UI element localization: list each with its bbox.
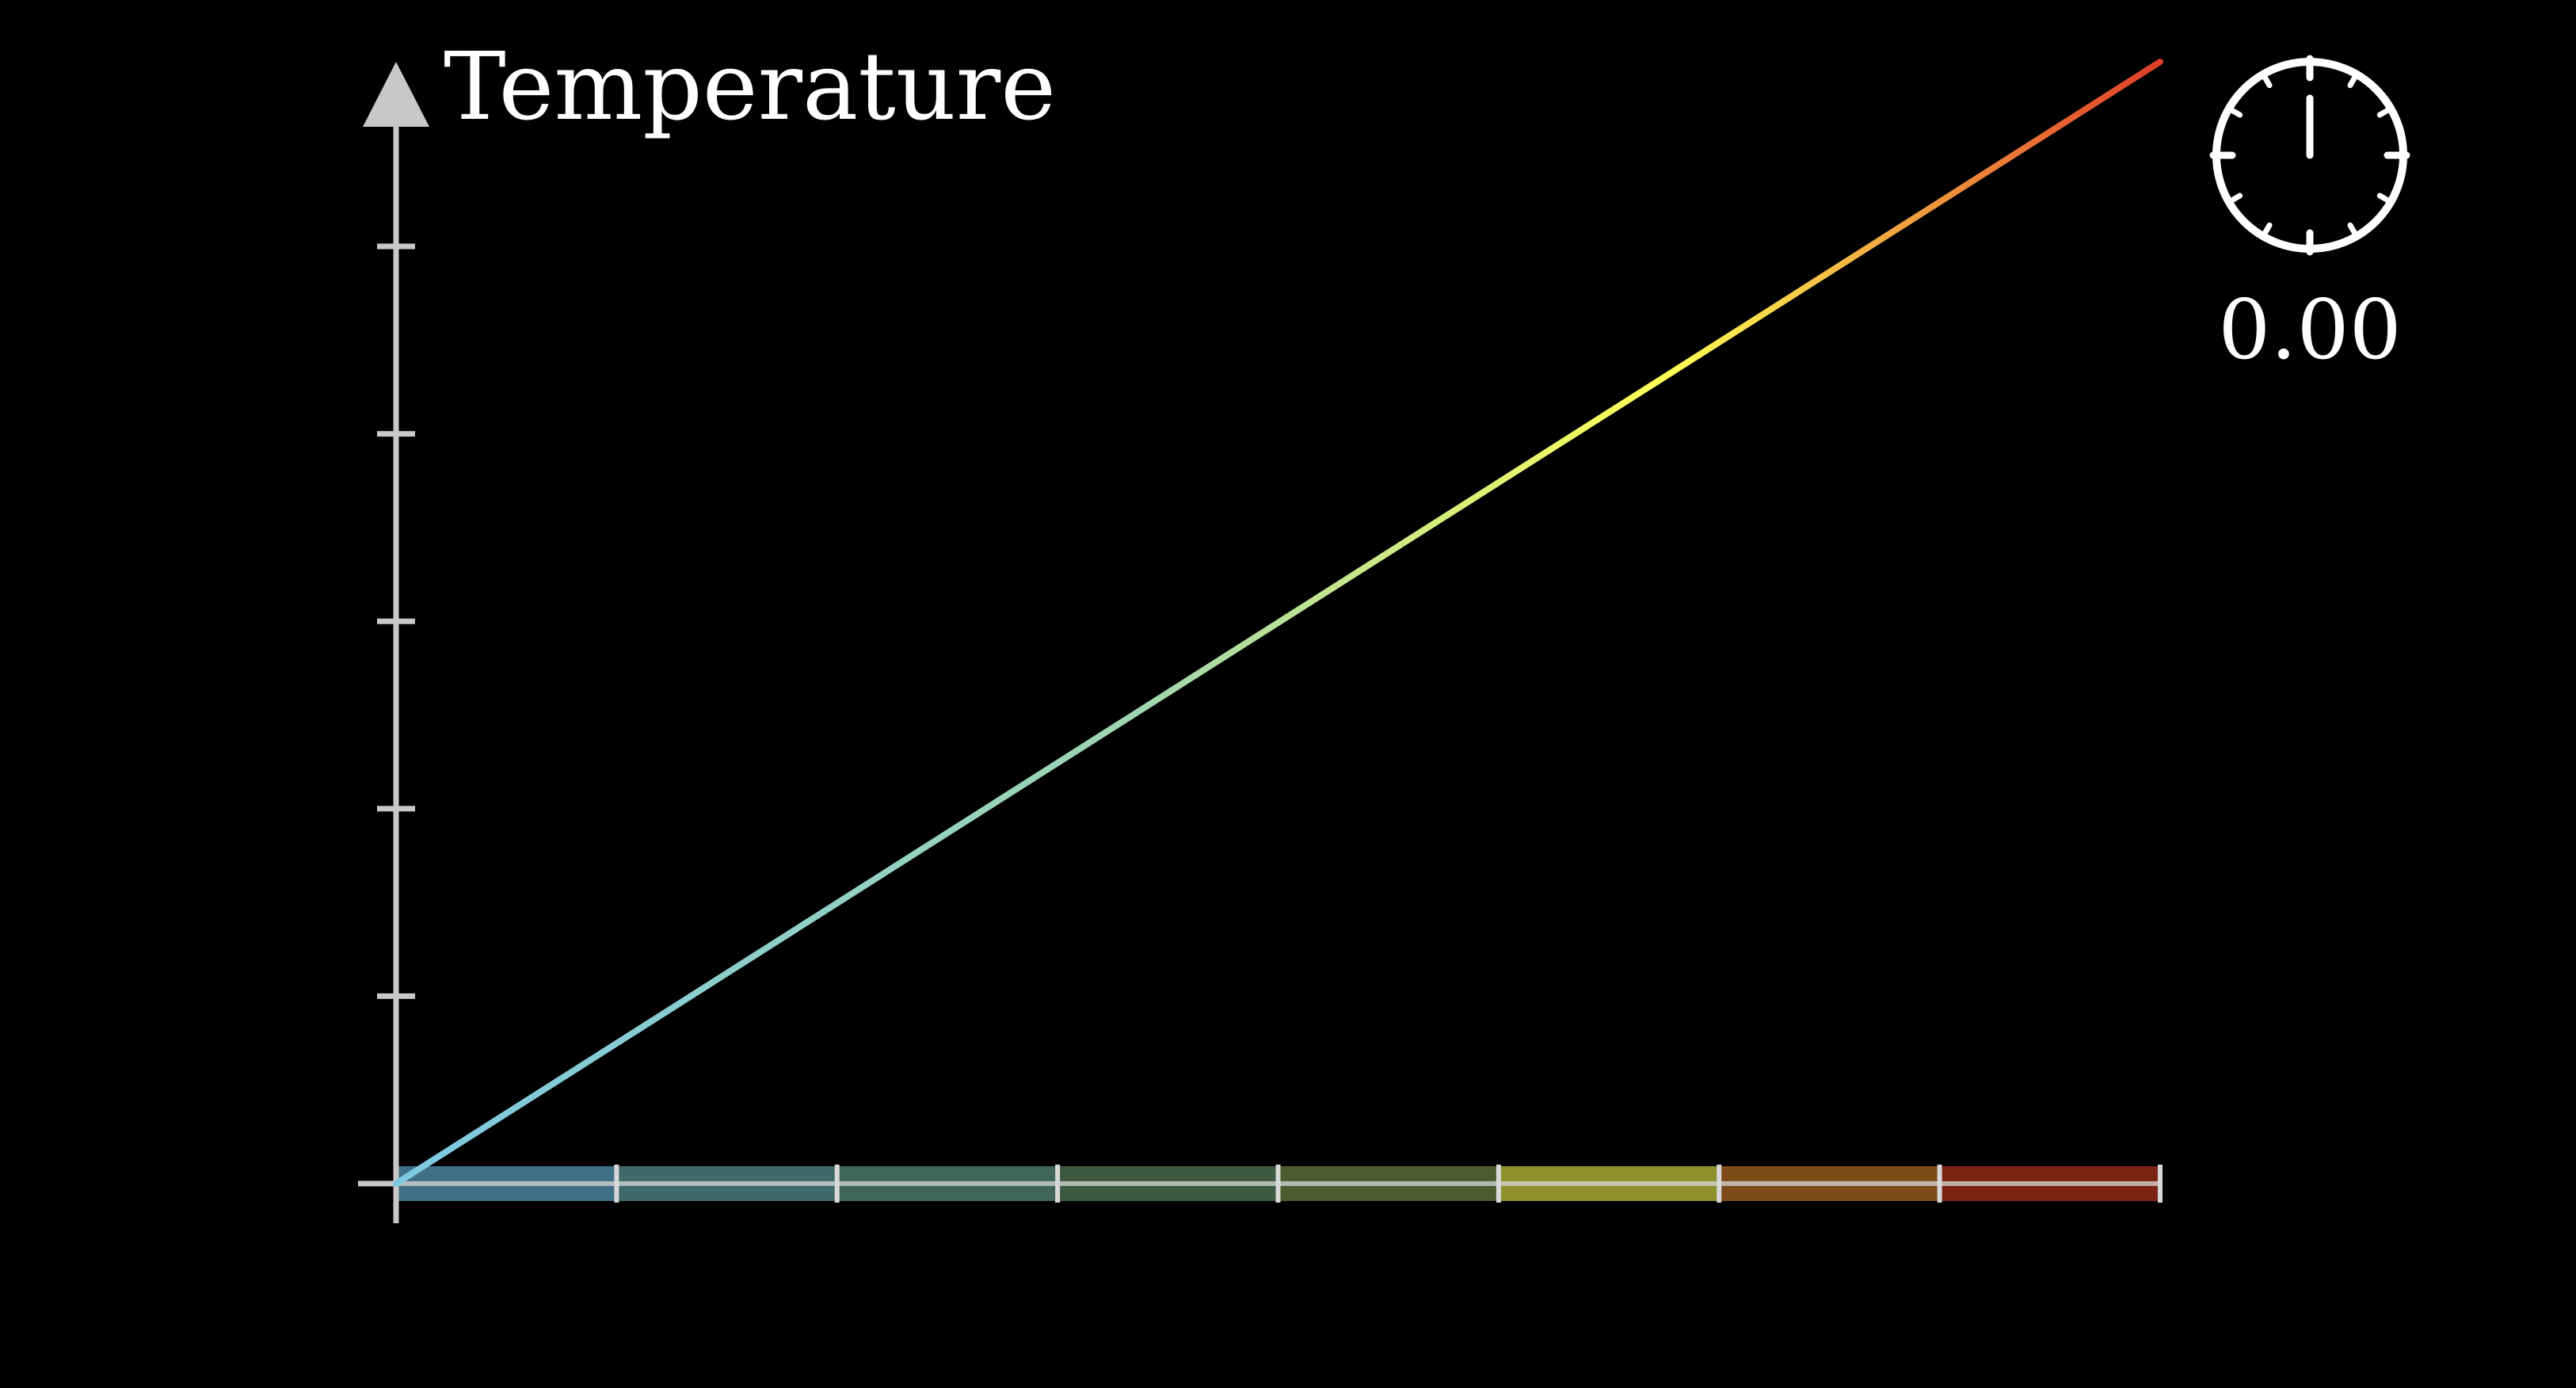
- stopwatch-tick: [2347, 222, 2359, 238]
- series-group: [393, 59, 2163, 1187]
- stopwatch-tick: [2376, 106, 2392, 118]
- stopwatch-tick: [2227, 106, 2243, 118]
- y-axis-label: Temperature: [444, 32, 1056, 141]
- stopwatch-tick: [2261, 222, 2273, 238]
- y-axis-arrow: [363, 62, 429, 127]
- stopwatch-tick: [2347, 73, 2359, 89]
- series-line: [393, 59, 2163, 1187]
- stopwatch-icon: [2209, 55, 2410, 256]
- stopwatch-tick: [2261, 73, 2273, 89]
- stopwatch-tick: [2376, 193, 2392, 204]
- stopwatch-tick: [2227, 193, 2243, 204]
- axes: [358, 62, 2163, 1223]
- timer-value: 0.00: [2218, 281, 2402, 378]
